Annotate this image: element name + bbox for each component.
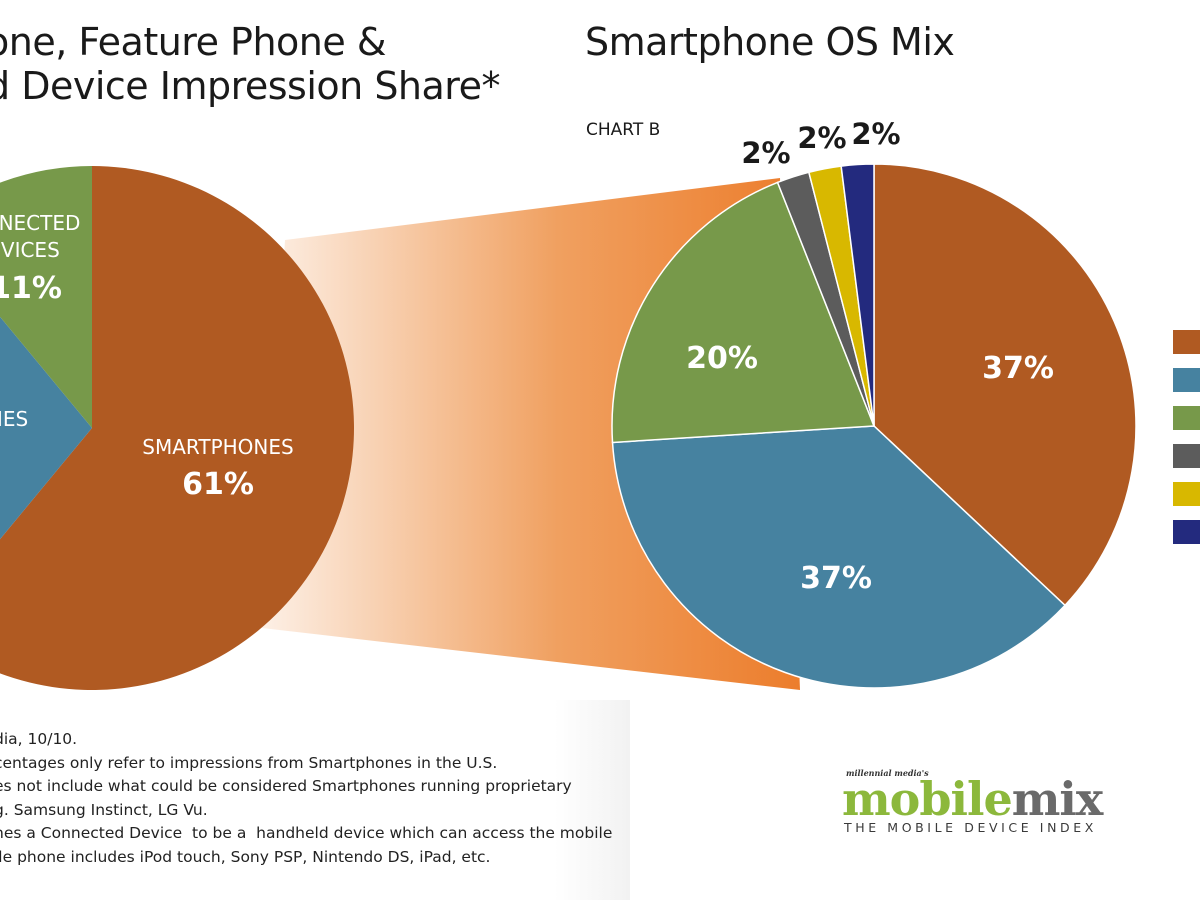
pie-b-value-label: 2% xyxy=(797,121,846,155)
pie-b-slice xyxy=(840,163,875,427)
logo-word-mix: mix xyxy=(1011,772,1104,826)
legend-swatches xyxy=(1173,330,1200,544)
footnote-line: nes a Connected Device to be a handheld … xyxy=(0,824,613,842)
legend-swatch xyxy=(1173,444,1200,468)
footnote-line: centages only refer to impressions from … xyxy=(0,753,498,772)
pie-a-value-smartphones: 61% xyxy=(182,467,254,502)
legend-swatch xyxy=(1173,520,1200,544)
legend-swatch xyxy=(1173,368,1200,392)
pie-b-value-label: 20% xyxy=(686,341,758,376)
footnote-line: dia, 10/10. xyxy=(0,730,78,748)
pie-a-value-connected: 11% xyxy=(0,271,62,306)
logo-subtitle: THE MOBILE DEVICE INDEX xyxy=(844,820,1097,835)
logo-wordmark: mobilemix xyxy=(842,776,1162,822)
pie-chart-b: 37%37%20%2% 2% 2% xyxy=(611,117,1137,689)
pie-b-value-label: 2% xyxy=(851,117,900,151)
pie-b-value-label: 37% xyxy=(800,561,872,596)
footnote-line: es not include what could be considered … xyxy=(0,777,572,795)
pie-b-slice xyxy=(611,181,876,444)
footnote-line: g. Samsung Instinct, LG Vu. xyxy=(0,800,208,819)
chart-b-title: Smartphone OS Mix xyxy=(585,20,955,64)
logo-word-mobile: mobile xyxy=(842,772,1013,826)
chart-b-label: CHART B xyxy=(586,120,661,140)
footnotes: dia, 10/10. centages only refer to impre… xyxy=(0,728,612,869)
legend-swatch xyxy=(1173,482,1200,506)
pie-a-slice xyxy=(0,166,92,428)
legend-swatch xyxy=(1173,330,1200,354)
pie-a-slice xyxy=(0,166,354,690)
charts-canvas: SMARTPHONES 61% NES NNECTED EVICES 11% 37% 37%… xyxy=(0,117,1200,690)
footnote-panel xyxy=(0,700,630,900)
pie-b-value-label: 37% xyxy=(982,351,1054,386)
pie-a-slice xyxy=(0,316,92,540)
pie-b-slice xyxy=(611,425,1067,689)
pie-a-label-feature-phones: NES xyxy=(0,407,28,431)
logo-tagline: millennial media's xyxy=(846,768,929,778)
pie-b-value-label: 2% xyxy=(741,136,790,170)
pie-a-label-connected-line2: EVICES xyxy=(0,238,60,262)
mobilemix-logo: millennial media's mobilemix THE MOBILE … xyxy=(842,768,1162,835)
pie-a-label-connected-line1: NNECTED xyxy=(0,211,80,235)
pie-chart-a: SMARTPHONES 61% NES NNECTED EVICES 11% xyxy=(0,166,354,690)
pie-b-slice xyxy=(873,163,1137,607)
legend-swatch xyxy=(1173,406,1200,430)
chart-a-title: one, Feature Phone & d Device Impression… xyxy=(0,20,500,108)
pie-a-label-smartphones: SMARTPHONES xyxy=(142,435,293,459)
footnote-line: ile phone includes iPod touch, Sony PSP,… xyxy=(0,847,491,866)
